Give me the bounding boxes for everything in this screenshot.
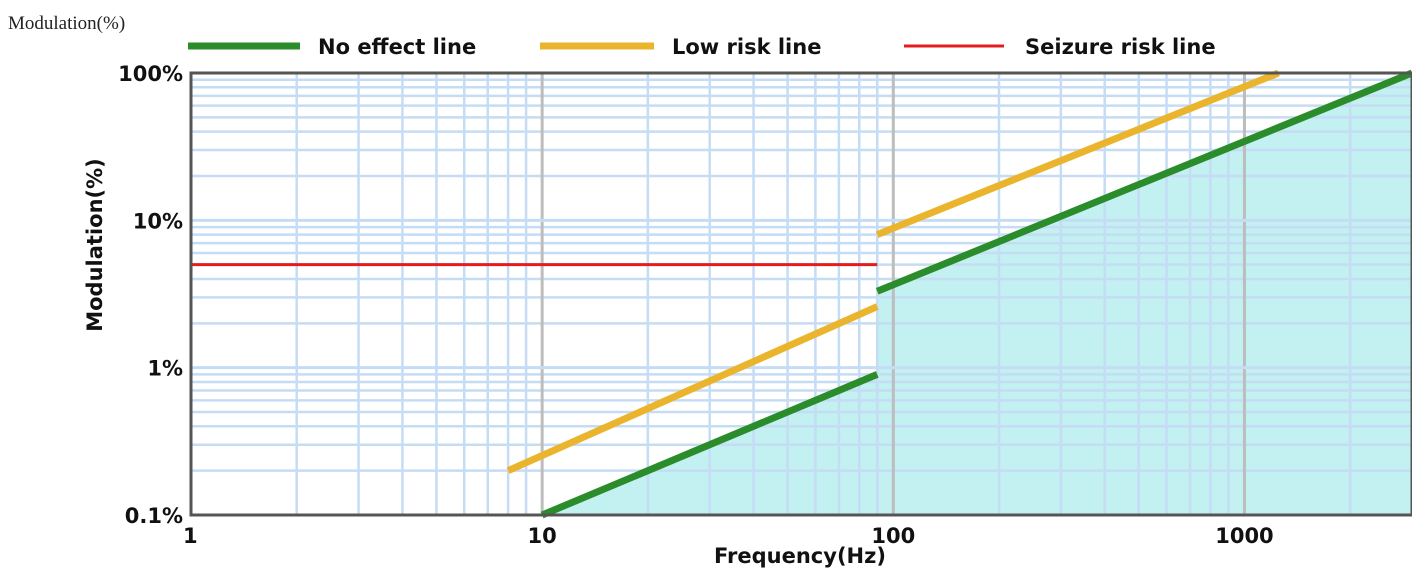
y-tick-labels: 0.1% 1% 10% 100%: [118, 62, 183, 528]
x-tick-label: 10: [528, 524, 557, 548]
y-tick-label: 100%: [118, 62, 183, 86]
y-tick-label: 1%: [147, 357, 183, 381]
x-axis-title: Frequency(Hz): [714, 544, 886, 568]
data-series: [191, 69, 1412, 519]
series-line-low-risk: [875, 69, 1280, 238]
plot-area: [189, 69, 1412, 519]
legend-label-no-effect: No effect line: [318, 35, 476, 59]
series-line-low-risk: [506, 303, 879, 474]
y-axis-title: Modulation(%): [83, 158, 107, 332]
legend: No effect line Low risk line Seizure risk …: [188, 35, 1216, 59]
decade-gridlines: [191, 73, 1412, 515]
series-line-no-effect: [540, 371, 879, 519]
minor-gridlines: [191, 73, 1412, 515]
x-tick-label: 1: [183, 524, 198, 548]
series-line-no-effect: [875, 69, 1412, 295]
corner-modulation-label: Modulation(%): [8, 13, 125, 34]
safe-region-shading: [542, 73, 1412, 515]
y-tick-label: 10%: [133, 209, 183, 233]
x-tick-label: 100: [871, 524, 915, 548]
legend-label-low-risk: Low risk line: [672, 35, 821, 59]
plot-frame: [189, 71, 1412, 517]
legend-label-seizure-risk: Seizure risk line: [1025, 35, 1216, 59]
x-tick-labels: 1 10 100 1000: [183, 524, 1274, 548]
x-tick-label: 1000: [1215, 524, 1273, 548]
y-tick-label: 0.1%: [125, 504, 183, 528]
